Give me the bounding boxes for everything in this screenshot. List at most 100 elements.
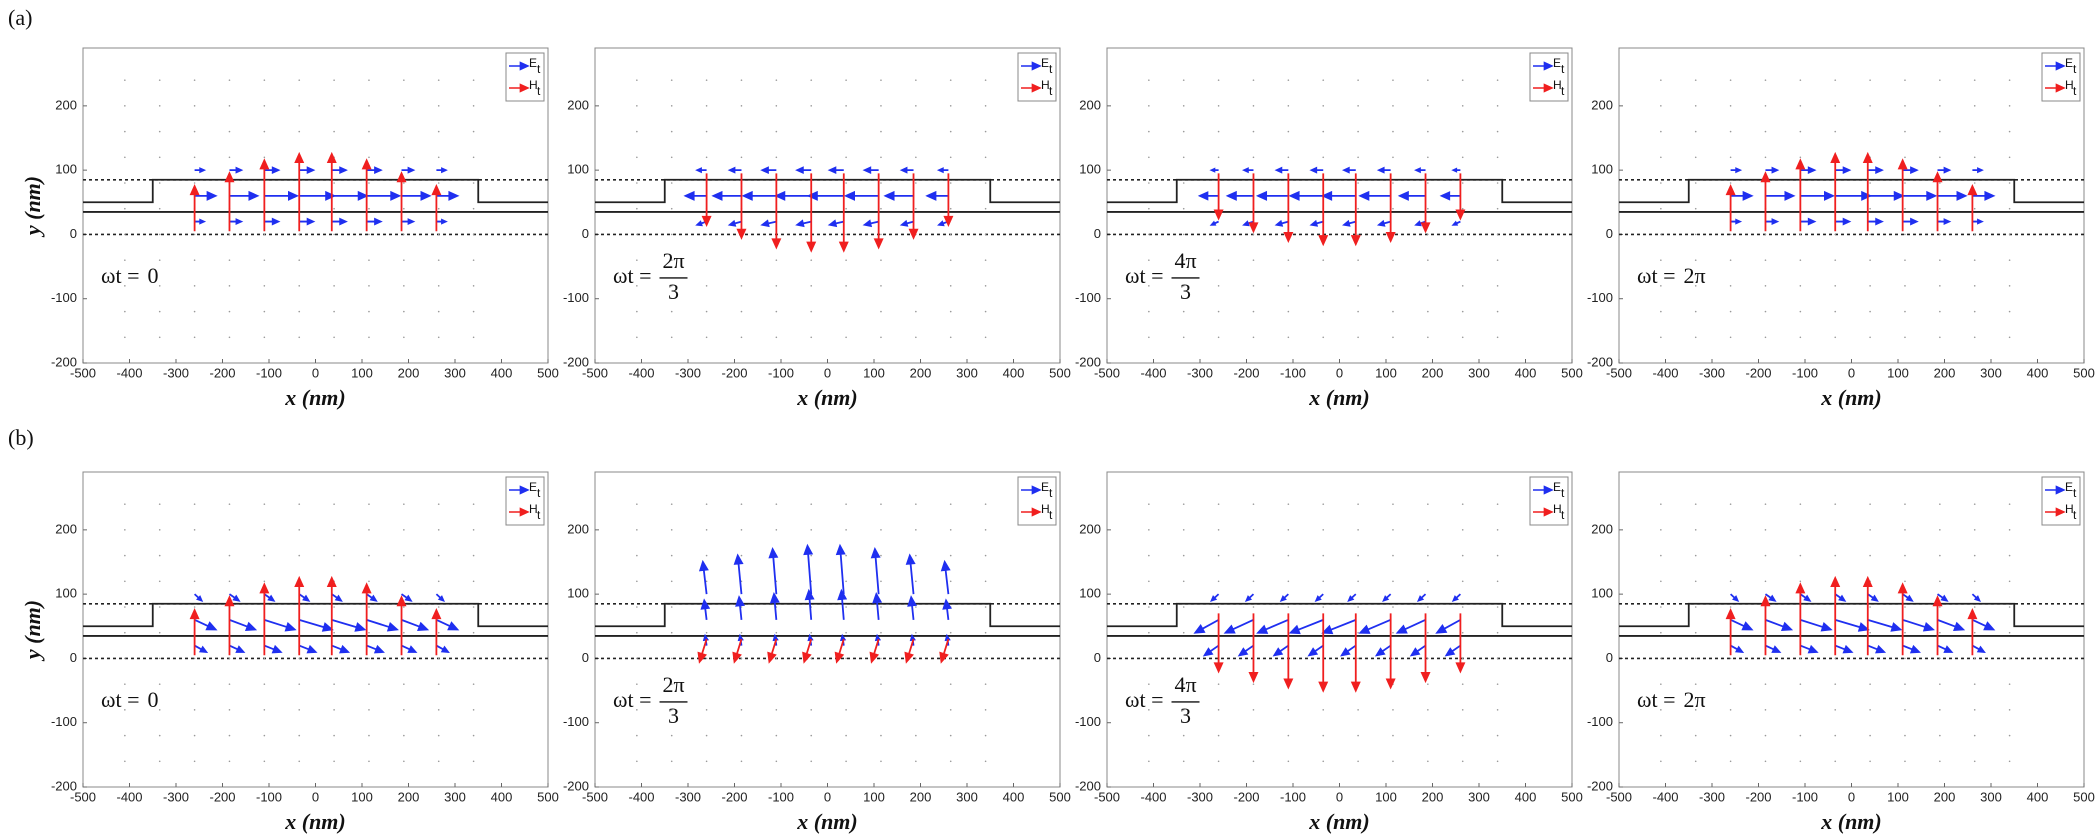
h-arrow [1862,575,1873,656]
grid-dot [472,734,475,737]
x-tick-label: -100 [1792,365,1818,380]
y-tick-label: 200 [55,521,77,536]
grid-dot [1182,683,1185,685]
e-arrow [925,190,949,201]
grid-dot [1322,79,1325,81]
grid-dot [472,156,475,159]
h-arrow [1830,151,1841,232]
grid-dot [472,760,475,763]
grid-dot [915,529,917,531]
e-arrow [401,166,416,174]
grid-dot [636,529,638,531]
legend-label: H [1553,502,1562,516]
grid-dot [1904,233,1906,236]
grid-dot [1869,734,1871,737]
e-arrow [264,217,281,226]
y-tick-label: 200 [1591,521,1613,536]
grid-dot [1287,336,1290,339]
grid-dot [880,683,882,685]
h-arrow [806,173,817,253]
grid-dot [1939,156,1941,159]
waveguide [595,602,1060,637]
grid-dot [403,233,405,236]
grid-dot [1904,734,1906,737]
grid-dot [1357,554,1359,557]
x-tick-label: 100 [863,365,885,380]
e-arrow [1347,593,1357,603]
y-tick-label: 200 [1591,97,1613,112]
grid-dot [263,336,266,339]
grid-dot [472,529,475,531]
grid-dot [845,606,847,608]
grid-dot [845,207,847,210]
grid-dot [1973,130,1976,133]
grid-dot [1427,105,1429,107]
grid-dot [437,606,440,608]
grid-dot [1182,156,1185,159]
omega-label: ωt = [101,263,140,288]
grid-dot [472,336,475,339]
grid-dot [1148,79,1150,81]
grid-dot [2008,709,2011,711]
grid-dot [1322,606,1325,608]
e-arrow [1209,220,1219,226]
grid-dot [1764,503,1767,505]
grid-dot [1287,709,1290,711]
grid-dot [1904,554,1906,557]
grid-dot [1287,105,1290,107]
grid-dot [1148,233,1150,236]
e-arrow [1971,593,1981,603]
e-arrow [1800,618,1833,632]
grid-dot [1973,657,1976,660]
h-arrow [189,184,200,232]
y-tick-label: 100 [1079,162,1101,177]
grid-dot [1939,310,1941,313]
x-tick-label: 100 [1887,365,1909,380]
grid-dot [333,336,335,339]
legend-box [505,52,545,102]
legend-box [505,476,545,526]
grid-dot [437,259,440,261]
e-arrow [1730,644,1745,654]
x-tick-label: -500 [582,789,608,804]
grid-dot [1694,233,1697,236]
grid-dot [333,734,335,737]
grid-dot [193,554,196,557]
e-arrow [843,190,879,201]
grid-dot [984,182,987,184]
grid-dot [158,285,161,287]
grid-dot [1148,310,1150,313]
h-arrow [1318,613,1329,693]
grid-dot [880,259,882,261]
grid-dot [1182,285,1185,287]
grid-dot [368,207,370,210]
grid-dot [368,156,370,159]
grid-dot [1252,79,1255,81]
legend-sub: t [1561,508,1565,522]
grid-dot [1729,259,1732,261]
grid-dot [1461,631,1464,634]
grid-dot [1660,130,1662,133]
grid-dot [1660,760,1662,763]
grid-dot [2008,554,2011,557]
e-arrow [401,593,413,602]
grid-dot [915,683,917,685]
grid-dot [263,259,266,261]
x-tick-label: 100 [351,365,373,380]
grid-dot [1729,310,1732,313]
h-arrow [1385,173,1396,244]
grid-dot [1939,606,1941,608]
grid-dot [1764,79,1767,81]
grid-dot [1148,130,1150,133]
grid-dot [472,207,475,210]
y-tick-label: 200 [55,97,77,112]
grid-dot [880,233,882,236]
x-tick-label: -100 [1280,789,1306,804]
grid-dot [1496,529,1499,531]
grid-dot [1764,580,1767,583]
grid-dot [1799,683,1802,685]
grid-dot [705,683,708,685]
grid-dot [1496,79,1499,81]
e-arrow [1765,619,1794,632]
